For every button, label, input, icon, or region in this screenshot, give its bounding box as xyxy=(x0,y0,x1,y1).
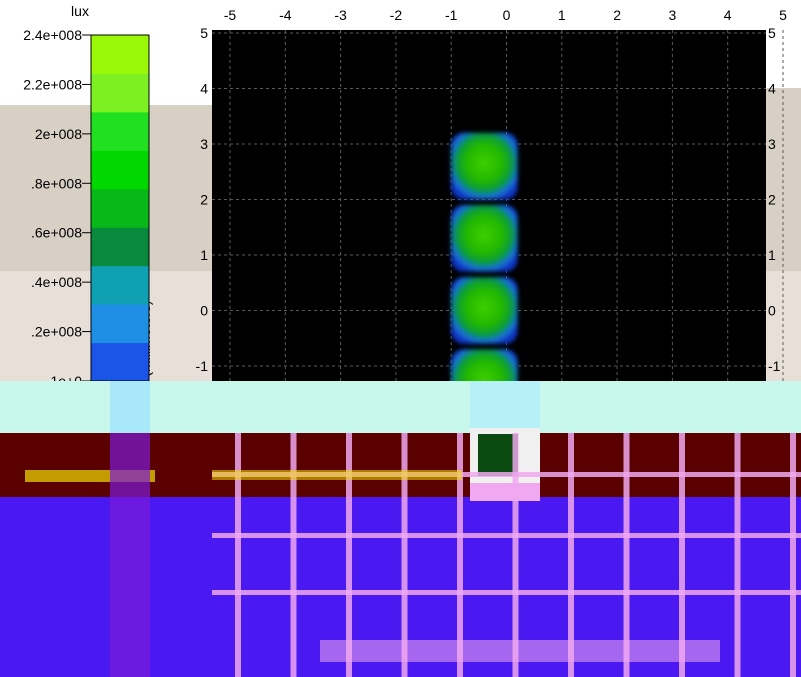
artifact-column xyxy=(568,433,574,677)
light-spot-2 xyxy=(451,205,518,272)
y-tick-label-left: 5 xyxy=(200,25,208,41)
artifact-row xyxy=(212,472,801,477)
artifact-column xyxy=(290,433,297,677)
colorbar-tick-label: .6e+008 xyxy=(31,225,82,241)
x-tick-label: -3 xyxy=(334,7,347,23)
colorbar-unit-label: lux xyxy=(71,3,89,19)
x-tick-label: 1 xyxy=(558,7,566,23)
x-tick-labels: -5 -4 -3 -2 -1 0 1 2 3 4 5 xyxy=(224,7,787,23)
light-spot-3 xyxy=(451,277,518,344)
artifact-column xyxy=(623,433,630,677)
x-tick-label: 5 xyxy=(779,7,787,23)
artifact-spot-fragment xyxy=(470,381,540,433)
artifact-column xyxy=(734,433,741,677)
x-tick-label: 2 xyxy=(613,7,621,23)
artifact-bottom-strip xyxy=(320,640,720,662)
artifact-row xyxy=(212,533,801,538)
y-tick-label-right: 2 xyxy=(768,192,776,208)
colorbar-tick-label: 2e+008 xyxy=(35,126,82,142)
x-tick-label: -4 xyxy=(279,7,292,23)
y-tick-label-left: -1 xyxy=(196,358,209,374)
y-tick-labels-right: 5 4 3 2 1 0 -1 xyxy=(768,25,781,374)
artifact-column xyxy=(790,433,796,677)
x-tick-label: -1 xyxy=(445,7,458,23)
artifact-row-yellow xyxy=(212,470,462,480)
x-tick-label: 3 xyxy=(669,7,677,23)
light-spot-1 xyxy=(451,132,518,200)
colorbar-tick-label: .8e+008 xyxy=(31,175,82,191)
artifact-spot-core xyxy=(478,434,518,476)
x-tick-label: -2 xyxy=(390,7,403,23)
colorbar-tick-label: 2.2e+008 xyxy=(23,76,82,92)
y-tick-label-left: 4 xyxy=(200,81,208,97)
artifact-column xyxy=(346,433,352,677)
x-tick-label: -5 xyxy=(224,7,237,23)
colorbar-segment xyxy=(91,265,149,305)
colorbar-segment xyxy=(91,150,149,190)
x-tick-label: 4 xyxy=(724,7,732,23)
colorbar-segment xyxy=(91,227,149,267)
y-tick-label-left: 2 xyxy=(200,192,208,208)
y-tick-labels-left: 5 4 3 2 1 0 -1 xyxy=(196,25,209,374)
artifact-spot-pink xyxy=(470,483,540,501)
colorbar-segment xyxy=(91,304,149,344)
artifact-colorbar-column xyxy=(110,433,150,677)
colorbar-tick-label: .2e+008 xyxy=(31,324,82,340)
y-tick-label-right: 4 xyxy=(768,81,776,97)
y-tick-label-right: -1 xyxy=(768,358,781,374)
image-artifacts xyxy=(0,381,801,677)
artifact-column xyxy=(679,433,685,677)
y-tick-label-left: 1 xyxy=(200,247,208,263)
colorbar xyxy=(90,34,150,382)
y-tick-label-left: 3 xyxy=(200,136,208,152)
colorbar-segment xyxy=(91,111,149,151)
y-tick-label-right: 3 xyxy=(768,136,776,152)
colorbar-tick-label: 2.4e+008 xyxy=(23,27,82,43)
y-tick-label-left: 0 xyxy=(200,303,208,319)
artifact-row xyxy=(212,590,801,595)
artifact-colorbar-fragment xyxy=(110,381,150,433)
y-tick-label-right: 5 xyxy=(768,25,776,41)
x-tick-label: 0 xyxy=(503,7,511,23)
y-tick-label-right: 0 xyxy=(768,303,776,319)
colorbar-segment xyxy=(91,73,149,113)
colorbar-segment xyxy=(91,188,149,228)
artifact-column xyxy=(235,433,241,677)
colorbar-segment xyxy=(91,35,149,74)
artifact-pattern xyxy=(25,433,801,677)
colorbar-tick-label: .4e+008 xyxy=(31,274,82,290)
artifact-column xyxy=(512,433,519,677)
colorbar-segment xyxy=(91,342,149,382)
y-tick-label-right: 1 xyxy=(768,247,776,263)
artifact-column xyxy=(401,433,408,677)
artifact-column xyxy=(457,433,463,677)
